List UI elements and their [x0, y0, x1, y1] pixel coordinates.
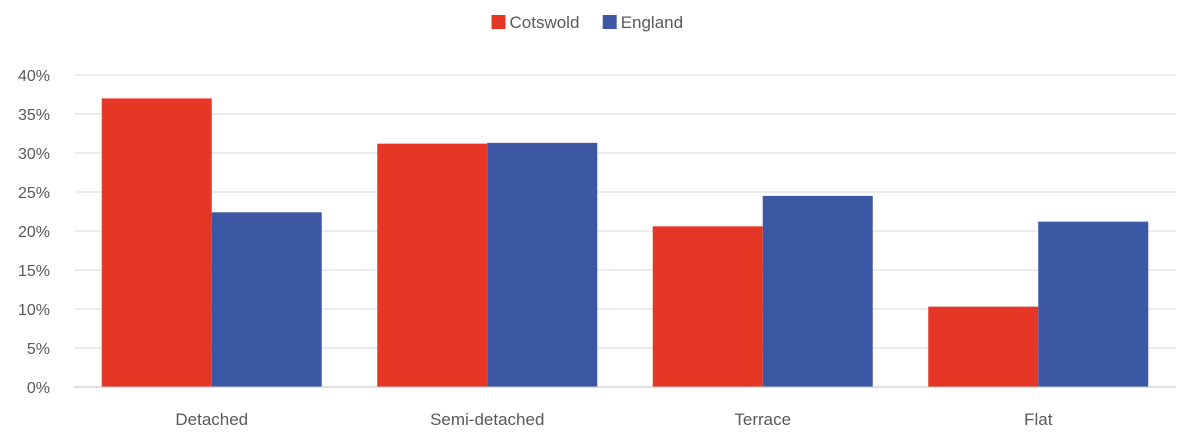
legend-label: England — [621, 13, 683, 32]
bar-england-terrace — [762, 195, 873, 387]
bar-england-flat — [1038, 221, 1149, 387]
bar-cotswold-terrace — [652, 226, 763, 387]
y-tick-label: 25% — [18, 185, 50, 202]
y-tick-label: 5% — [27, 341, 50, 358]
bars — [101, 98, 1149, 388]
legend: Cotswold England — [491, 13, 683, 32]
y-tick-label: 0% — [27, 380, 50, 397]
x-category-label: Flat — [1024, 410, 1053, 429]
y-tick-label: 35% — [18, 107, 50, 124]
bar-cotswold-semi-detached — [377, 143, 488, 387]
bar-cotswold-detached — [101, 98, 212, 388]
legend-swatch — [602, 15, 617, 29]
y-tick-label: 10% — [18, 302, 50, 319]
y-tick-label: 15% — [18, 263, 50, 280]
y-tick-label: 40% — [18, 68, 50, 85]
y-axis-ticks: 0% 5% 10% 15% 20% 25% 30% 35% 40% — [18, 68, 50, 397]
y-tick-label: 30% — [18, 146, 50, 163]
y-tick-label: 20% — [18, 224, 50, 241]
legend-swatch — [491, 15, 506, 29]
bar-cotswold-flat — [928, 306, 1039, 387]
x-axis-categories: Detached Semi-detached Terrace Flat — [175, 410, 1052, 429]
legend-label: Cotswold — [510, 13, 580, 32]
bar-england-semi-detached — [487, 142, 598, 387]
x-category-label: Terrace — [734, 410, 791, 429]
x-category-label: Semi-detached — [430, 410, 544, 429]
x-category-label: Detached — [175, 410, 248, 429]
bar-england-detached — [211, 212, 322, 387]
